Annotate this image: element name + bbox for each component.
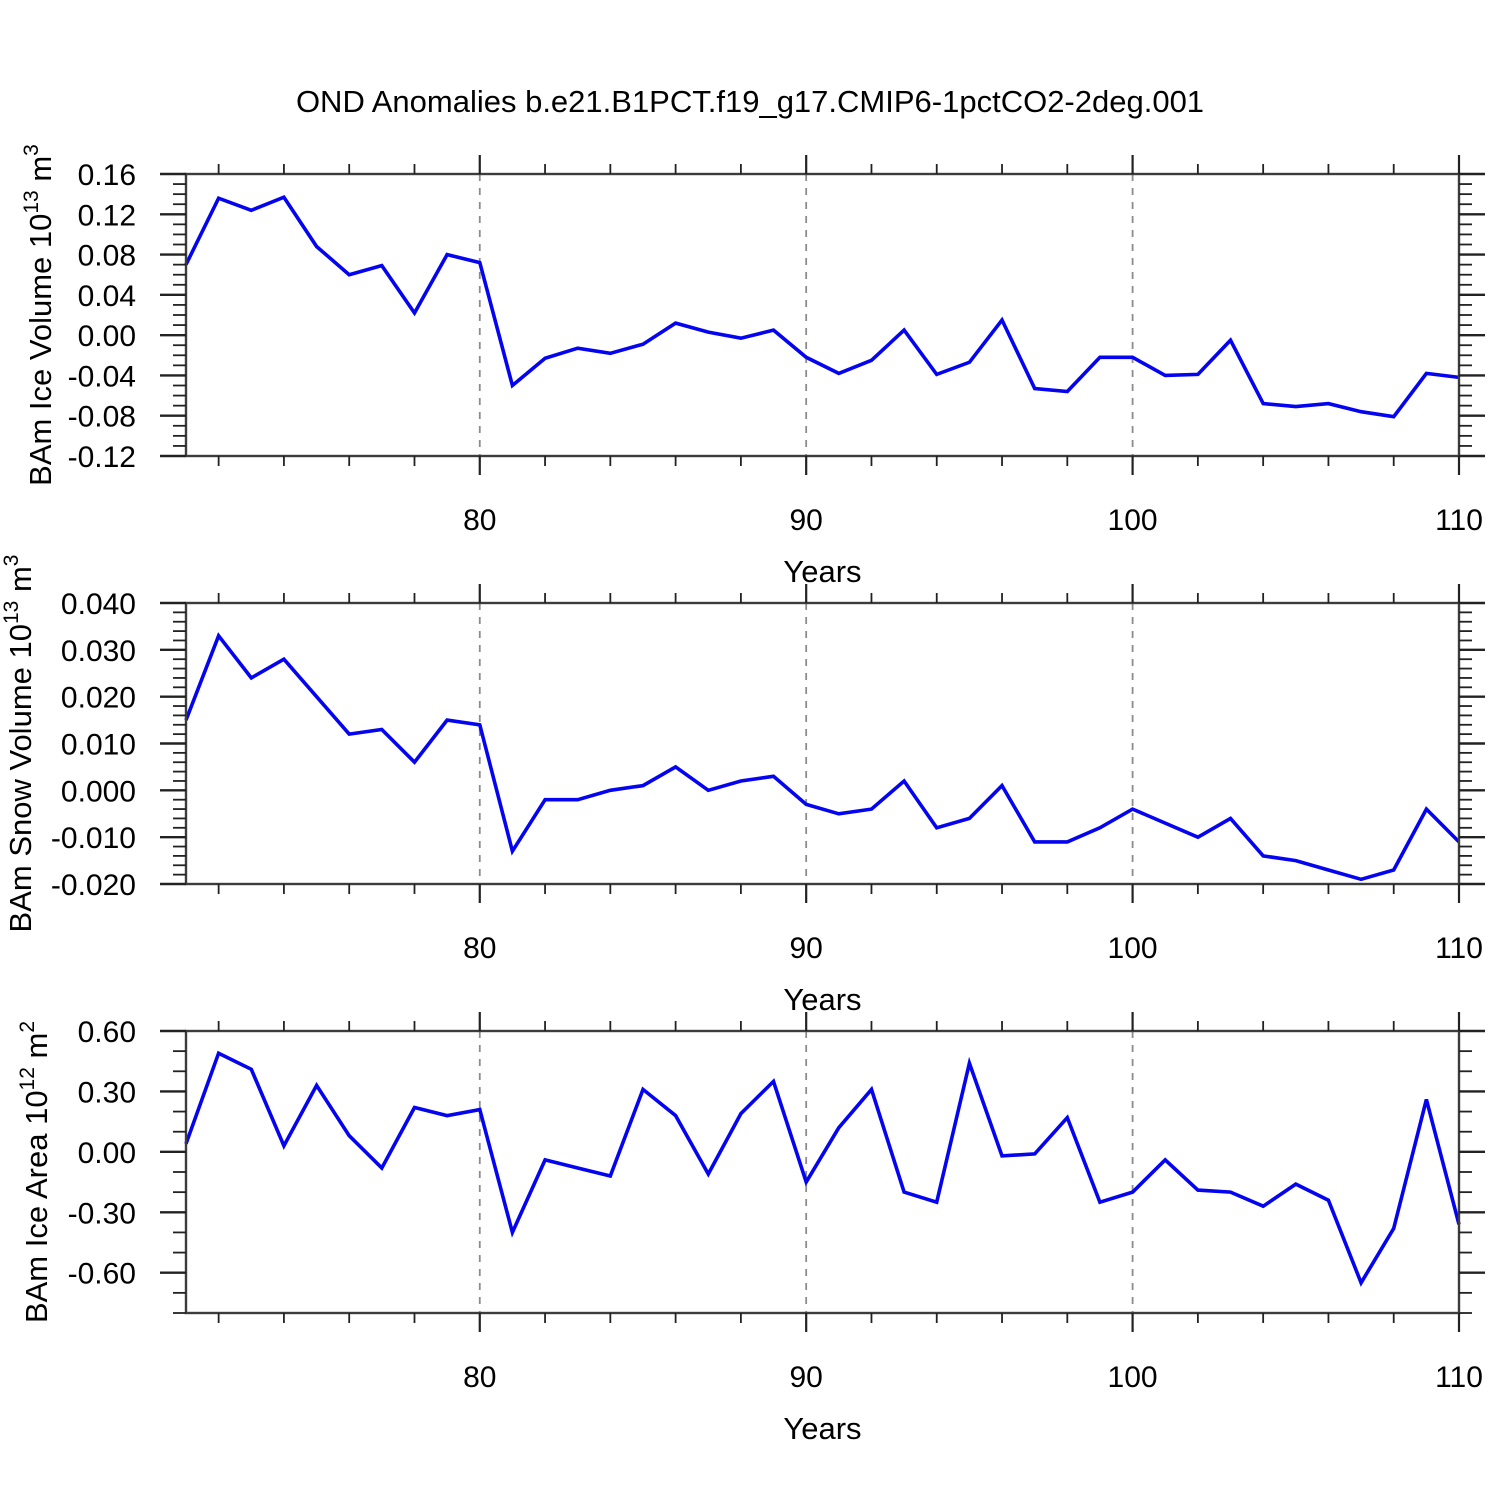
y-axis-tick-labels: 0.60 0.30 0.00 -0.30 -0.60 — [68, 1016, 136, 1291]
x-tick-label: 90 — [789, 1361, 822, 1394]
y-tick-label: -0.020 — [51, 869, 136, 902]
gridlines — [478, 1031, 1134, 1313]
y-axis-title: BAm Snow Volume 1013 m3 — [0, 555, 38, 933]
y-tick-label: 0.00 — [78, 1137, 136, 1170]
y-axis-ticks — [160, 172, 1485, 458]
plot-box — [184, 172, 1461, 458]
plot-box — [184, 1029, 1461, 1315]
gridlines — [478, 603, 1134, 884]
y-axis-tick-labels: 0.040 0.030 0.020 0.010 0.000 -0.010 -0.020 — [51, 588, 136, 902]
y-tick-label: 0.16 — [78, 159, 136, 192]
x-axis-ticks — [217, 584, 1461, 903]
y-axis-tick-labels: 0.16 0.12 0.08 0.04 0.00 -0.04 -0.08 -0.12 — [68, 159, 136, 474]
y-tick-label: -0.12 — [68, 441, 136, 474]
y-tick-label: 0.04 — [78, 280, 136, 313]
series-line-bam-snow-volume — [184, 632, 1461, 882]
y-tick-label: -0.08 — [68, 401, 136, 434]
y-tick-label: 0.08 — [78, 240, 136, 273]
y-tick-label: 0.030 — [61, 635, 136, 668]
chart-bam-ice-volume: 0.16 0.12 0.08 0.04 0.00 -0.04 -0.08 -0.12 80 90 1… — [20, 144, 1485, 589]
y-tick-label: 0.040 — [61, 588, 136, 621]
x-axis-title: Years — [783, 982, 861, 1017]
x-axis-tick-labels: 80 90 100 110 — [463, 932, 1483, 965]
x-axis-title: Years — [783, 1411, 861, 1446]
x-tick-label: 80 — [463, 932, 496, 965]
chart-bam-ice-area: 0.60 0.30 0.00 -0.30 -0.60 80 90 100 110 Years BAm… — [16, 1012, 1485, 1446]
y-tick-label: 0.00 — [78, 320, 136, 353]
series-line-bam-ice-volume — [184, 194, 1460, 419]
y-tick-label: -0.010 — [51, 822, 136, 855]
y-axis-title: BAm Ice Volume 1013 m3 — [20, 144, 58, 486]
y-tick-label: 0.000 — [61, 775, 136, 808]
y-axis-title: BAm Ice Area 1012 m2 — [16, 1021, 54, 1323]
gridlines — [478, 174, 1134, 456]
x-axis-tick-labels: 80 90 100 110 — [463, 1361, 1483, 1394]
y-tick-label: 0.010 — [61, 729, 136, 762]
x-tick-label: 100 — [1108, 504, 1158, 537]
x-tick-label: 100 — [1108, 1361, 1158, 1394]
x-tick-label: 110 — [1435, 504, 1483, 537]
plot-box — [184, 601, 1461, 886]
x-axis-ticks — [217, 1012, 1461, 1332]
y-tick-label: 0.30 — [78, 1076, 136, 1109]
y-axis-ticks — [160, 601, 1485, 886]
y-axis-ticks — [160, 1029, 1485, 1314]
x-tick-label: 80 — [463, 504, 496, 537]
y-tick-label: -0.30 — [68, 1197, 136, 1230]
y-tick-label: -0.04 — [68, 360, 136, 393]
x-tick-label: 100 — [1108, 932, 1158, 965]
y-tick-label: 0.020 — [61, 682, 136, 715]
x-axis-title: Years — [783, 554, 861, 589]
x-tick-label: 110 — [1435, 932, 1483, 965]
x-axis-tick-labels: 80 90 100 110 — [463, 504, 1483, 537]
series-line-bam-ice-area — [184, 1050, 1461, 1287]
x-tick-label: 110 — [1435, 1361, 1483, 1394]
chart-bam-snow-volume: 0.040 0.030 0.020 0.010 0.000 -0.010 -0.020 80 9… — [0, 555, 1485, 1017]
y-tick-label: -0.60 — [68, 1258, 136, 1291]
x-tick-label: 80 — [463, 1361, 496, 1394]
x-tick-label: 90 — [789, 932, 822, 965]
x-axis-ticks — [217, 155, 1461, 475]
charts-root: 0.16 0.12 0.08 0.04 0.00 -0.04 -0.08 -0.12 80 90 1… — [0, 144, 1485, 1446]
x-tick-label: 90 — [789, 504, 822, 537]
figure-title: OND Anomalies b.e21.B1PCT.f19_g17.CMIP6-… — [296, 84, 1204, 119]
y-tick-label: 0.60 — [78, 1016, 136, 1049]
y-tick-label: 0.12 — [78, 199, 136, 232]
